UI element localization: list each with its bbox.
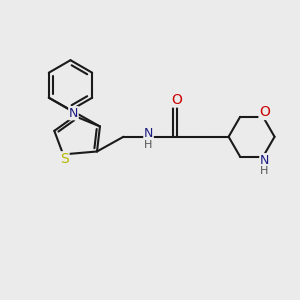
Text: S: S: [60, 152, 69, 166]
Text: N: N: [144, 127, 153, 140]
Text: O: O: [259, 105, 270, 119]
Text: O: O: [171, 93, 182, 107]
Text: H: H: [144, 140, 153, 150]
Text: H: H: [260, 167, 269, 176]
Text: N: N: [69, 107, 78, 120]
Text: N: N: [260, 154, 269, 167]
